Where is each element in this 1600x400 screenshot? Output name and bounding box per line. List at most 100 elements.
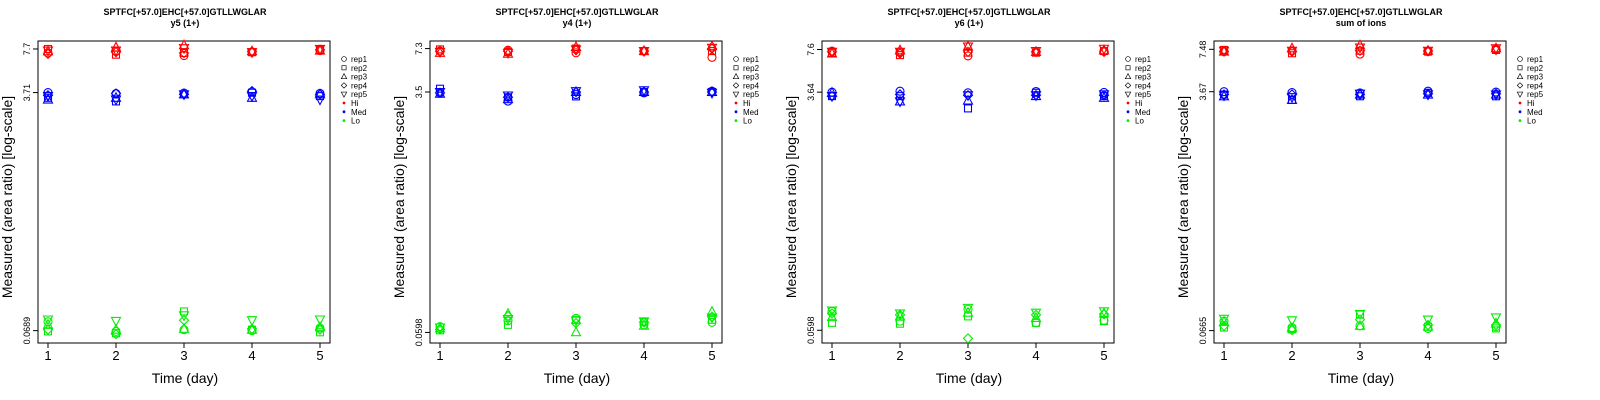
point-lo-rep4-day3 xyxy=(1354,314,1366,325)
point-lo-rep5-day5 xyxy=(1098,307,1110,318)
legend-label: Med xyxy=(1527,108,1543,117)
x-tick-label: 5 xyxy=(316,348,323,363)
point-med-rep3-day1 xyxy=(42,93,54,104)
point-hi-rep3-day3 xyxy=(962,40,974,51)
point-hi-rep5-day5 xyxy=(706,43,718,54)
point-med-rep2-day3 xyxy=(571,92,581,101)
point-lo-rep5-day2 xyxy=(110,316,122,328)
point-lo-rep2-day2 xyxy=(503,320,513,329)
point-hi-rep5-day4 xyxy=(246,48,258,59)
x-tick-label: 5 xyxy=(708,348,715,363)
legend-label: rep1 xyxy=(743,55,760,64)
point-med-rep4-day2 xyxy=(110,88,122,99)
point-med-rep2-day3 xyxy=(963,104,973,113)
point-hi-rep4-day3 xyxy=(178,47,190,59)
x-axis-label: Time (day) xyxy=(1328,370,1394,386)
point-lo-rep5-day1 xyxy=(42,315,54,326)
point-hi-rep5-day5 xyxy=(1490,44,1502,55)
chart-subtitle: y5 (1+) xyxy=(171,18,200,28)
point-lo-rep5-day2 xyxy=(502,314,514,326)
chart-title: SPTFC[+57.0]EHC[+57.0]GTLLWGLAR xyxy=(887,7,1051,17)
y-axis-label: Measured (area ratio) [log-scale] xyxy=(1175,96,1191,298)
y-axis-label: Measured (area ratio) [log-scale] xyxy=(0,96,15,298)
y-tick-label: 7.48 xyxy=(1198,41,1208,59)
diamond-open-icon xyxy=(1516,82,1524,89)
point-hi-rep5-day5 xyxy=(314,44,326,56)
point-med-rep5-day1 xyxy=(434,87,446,99)
x-tick-label: 2 xyxy=(896,348,903,363)
y-tick-label: 3.64 xyxy=(806,83,816,101)
legend-label: rep4 xyxy=(1135,81,1152,90)
dot-icon xyxy=(1126,110,1130,114)
point-med-rep5-day3 xyxy=(962,91,974,102)
point-lo-rep5-day5 xyxy=(706,313,718,324)
point-lo-rep4-day4 xyxy=(246,323,258,335)
point-med-rep5-day3 xyxy=(1354,89,1366,100)
point-hi-rep5-day3 xyxy=(1354,43,1366,54)
legend-label: rep2 xyxy=(743,64,760,73)
point-lo-rep4-day5 xyxy=(1490,319,1502,331)
point-hi-rep5-day5 xyxy=(1098,44,1110,55)
point-med-rep5-day2 xyxy=(502,91,514,102)
legend-label: Lo xyxy=(743,117,752,126)
plot-frame xyxy=(37,40,331,344)
legend-label: Lo xyxy=(1527,117,1536,126)
point-hi-rep5-day3 xyxy=(962,42,974,53)
point-lo-rep3-day2 xyxy=(110,323,122,334)
point-med-rep4-day2 xyxy=(894,89,906,100)
circle-open-icon xyxy=(1517,56,1523,62)
point-lo-rep5-day2 xyxy=(1286,316,1298,327)
dot-icon xyxy=(734,110,738,114)
point-lo-rep4-day5 xyxy=(706,311,718,323)
triangle-up-open-icon xyxy=(1124,72,1132,80)
diamond-open-icon xyxy=(1124,82,1132,89)
dot-icon xyxy=(734,119,738,122)
y-tick-label: 3.5 xyxy=(414,86,424,99)
circle-open-icon xyxy=(1125,56,1131,62)
point-hi-rep5-day4 xyxy=(1422,46,1434,57)
legend-label: rep3 xyxy=(1135,73,1152,82)
legend-label: rep5 xyxy=(743,90,760,99)
point-med-rep5-day5 xyxy=(1098,90,1110,101)
x-axis-label: Time (day) xyxy=(544,370,610,386)
chart-title: SPTFC[+57.0]EHC[+57.0]GTLLWGLAR xyxy=(495,7,659,17)
point-hi-rep4-day4 xyxy=(246,46,258,57)
point-med-rep3-day3 xyxy=(178,88,190,99)
point-lo-rep5-day1 xyxy=(826,306,838,317)
point-med-rep5-day5 xyxy=(314,95,326,106)
point-hi-rep4-day3 xyxy=(962,46,974,58)
point-med-rep5-day1 xyxy=(42,92,54,103)
dot-icon xyxy=(1126,101,1130,105)
point-lo-rep3-day1 xyxy=(42,318,54,329)
y-tick-label: 3.67 xyxy=(1198,83,1208,101)
x-tick-label: 5 xyxy=(1100,348,1107,363)
point-hi-rep4-day3 xyxy=(1354,45,1366,57)
point-hi-rep5-day2 xyxy=(1286,46,1298,57)
legend-label: rep4 xyxy=(1527,81,1544,90)
point-lo-rep4-day4 xyxy=(1030,309,1042,321)
chart-title: SPTFC[+57.0]EHC[+57.0]GTLLWGLAR xyxy=(1279,7,1443,17)
point-med-rep1-day2 xyxy=(895,86,905,96)
dot-icon xyxy=(342,101,346,105)
point-med-rep4-day1 xyxy=(1218,89,1230,100)
circle-open-icon xyxy=(341,56,347,62)
point-lo-rep2-day1 xyxy=(827,318,837,327)
point-med-rep4-day5 xyxy=(314,89,326,100)
triangle-down-open-icon xyxy=(1516,91,1524,98)
point-lo-rep4-day1 xyxy=(42,324,54,335)
point-lo-rep3-day3 xyxy=(1354,319,1366,330)
point-hi-rep5-day2 xyxy=(502,48,514,59)
point-hi-rep1-day3 xyxy=(571,48,581,58)
point-hi-rep5-day4 xyxy=(1030,46,1042,58)
diamond-open-icon xyxy=(340,82,348,89)
point-lo-rep4-day2 xyxy=(502,310,514,322)
legend-label: rep2 xyxy=(351,64,368,73)
diamond-open-icon xyxy=(732,82,740,89)
dot-icon xyxy=(1518,101,1522,105)
point-med-rep5-day2 xyxy=(110,95,122,106)
point-lo-rep5-day3 xyxy=(570,316,582,327)
